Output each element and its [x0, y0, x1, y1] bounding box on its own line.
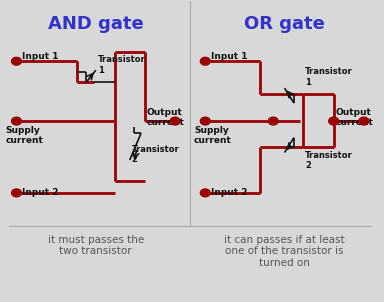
- Text: Output
current: Output current: [147, 108, 185, 127]
- Text: Input 2: Input 2: [22, 188, 59, 198]
- Text: Transistor
1: Transistor 1: [305, 67, 353, 87]
- Circle shape: [329, 117, 339, 125]
- Circle shape: [12, 57, 22, 65]
- Text: AND gate: AND gate: [48, 15, 144, 33]
- Circle shape: [359, 117, 369, 125]
- Circle shape: [200, 117, 210, 125]
- Circle shape: [170, 117, 180, 125]
- Text: Supply
current: Supply current: [5, 126, 43, 145]
- Text: Input 2: Input 2: [211, 188, 247, 198]
- Circle shape: [200, 57, 210, 65]
- Text: Input 1: Input 1: [211, 52, 247, 61]
- Text: Transistor
2: Transistor 2: [132, 145, 179, 164]
- Text: it can passes if at least
one of the transistor is
turned on: it can passes if at least one of the tra…: [224, 235, 345, 268]
- Circle shape: [268, 117, 278, 125]
- Circle shape: [12, 117, 22, 125]
- Text: Transistor
1: Transistor 1: [98, 55, 146, 75]
- Text: OR gate: OR gate: [244, 15, 325, 33]
- Circle shape: [12, 189, 22, 197]
- Text: Input 1: Input 1: [22, 52, 59, 61]
- Text: Transistor
2: Transistor 2: [305, 151, 353, 170]
- Text: Supply
current: Supply current: [194, 126, 232, 145]
- Circle shape: [200, 189, 210, 197]
- Text: it must passes the
two transistor: it must passes the two transistor: [48, 235, 144, 256]
- Text: Output
current: Output current: [336, 108, 373, 127]
